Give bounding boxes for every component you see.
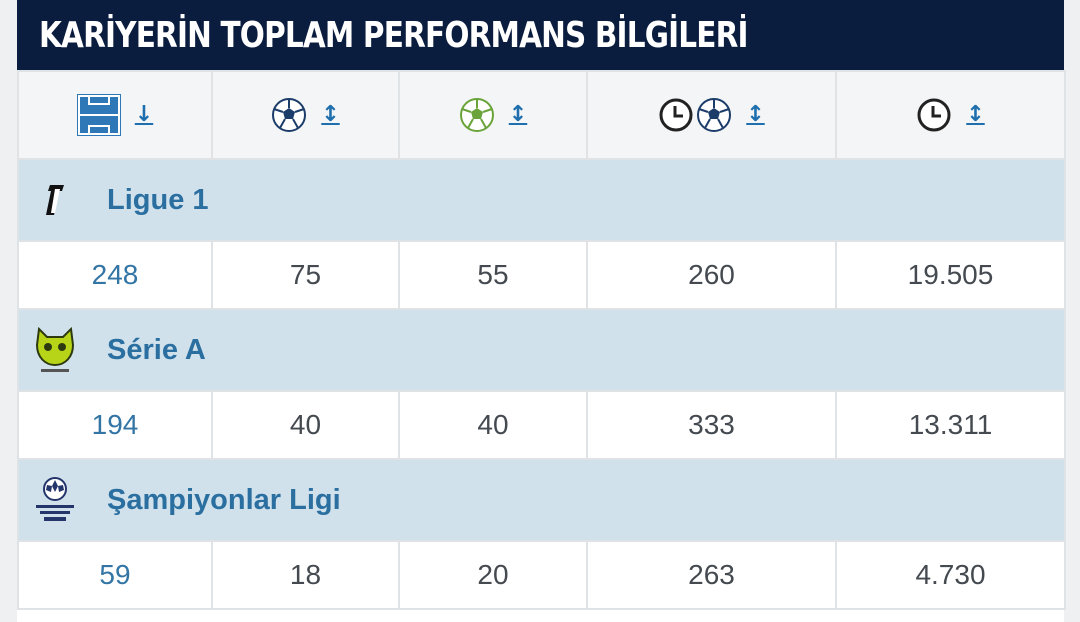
header-assists[interactable]: ↕ — [398, 70, 588, 160]
serie-a-logo — [35, 326, 75, 372]
minutes-per-goal-value: 260 — [586, 240, 837, 310]
stats-row: 59 18 20 263 4.730 — [17, 540, 1066, 610]
panel-title: KARİYERİN TOPLAM PERFORMANS BİLGİLERİ — [39, 14, 749, 56]
stats-row: 248 75 55 260 19.505 — [17, 240, 1066, 310]
clock-icon — [659, 98, 693, 132]
header-appearances[interactable]: ↓ — [17, 70, 213, 160]
header-goals[interactable]: ↕ — [211, 70, 400, 160]
soccer-ball-icon — [697, 98, 732, 132]
minutes-played-value: 13.311 — [835, 390, 1066, 460]
performance-table: ↓ ↕ — [17, 70, 1066, 610]
league-cell: Série A — [17, 308, 1066, 392]
assists-value: 20 — [398, 540, 588, 610]
appearances-value[interactable]: 248 — [17, 240, 213, 310]
minutes-played-value: 19.505 — [835, 240, 1066, 310]
clock-icon — [917, 98, 951, 132]
sort-icon[interactable]: ↕ — [966, 102, 985, 127]
stats-row: 194 40 40 333 13.311 — [17, 390, 1066, 460]
assists-value: 40 — [398, 390, 588, 460]
soccer-ball-icon — [272, 98, 307, 132]
goals-value: 40 — [211, 390, 400, 460]
header-minutes-per-goal[interactable]: ↕ — [586, 70, 837, 160]
league-row: Şampiyonlar Ligi — [17, 458, 1066, 542]
league-cell: Ligue 1 — [17, 158, 1066, 242]
sort-icon[interactable]: ↕ — [321, 102, 340, 127]
title-bar: KARİYERİN TOPLAM PERFORMANS BİLGİLERİ — [17, 0, 1064, 70]
pitch-icon — [76, 94, 121, 136]
appearances-value[interactable]: 194 — [17, 390, 213, 460]
league-name[interactable]: Şampiyonlar Ligi — [107, 483, 341, 516]
table-header-row: ↓ ↕ — [17, 70, 1066, 160]
minutes-per-goal-value: 333 — [586, 390, 837, 460]
assist-ball-icon — [459, 98, 494, 132]
career-performance-panel: KARİYERİN TOPLAM PERFORMANS BİLGİLERİ ↓ — [17, 0, 1066, 622]
appearances-value[interactable]: 59 — [17, 540, 213, 610]
sort-icon[interactable]: ↕ — [508, 102, 528, 127]
goals-value: 18 — [211, 540, 400, 610]
goals-value: 75 — [211, 240, 400, 310]
champions-league-logo — [36, 477, 74, 521]
sort-icon[interactable]: ↕ — [746, 102, 765, 127]
league-row: Ligue 1 — [17, 158, 1066, 242]
league-row: Série A — [17, 308, 1066, 392]
sort-desc-icon[interactable]: ↓ — [134, 102, 154, 127]
league-cell: Şampiyonlar Ligi — [17, 458, 1066, 542]
assists-value: 55 — [398, 240, 588, 310]
minutes-played-value: 4.730 — [835, 540, 1066, 610]
minutes-per-goal-value: 263 — [586, 540, 837, 610]
league-name[interactable]: Ligue 1 — [107, 183, 209, 216]
league-name[interactable]: Série A — [107, 333, 206, 366]
header-minutes-played[interactable]: ↕ — [835, 70, 1066, 160]
ligue1-logo — [46, 185, 64, 215]
